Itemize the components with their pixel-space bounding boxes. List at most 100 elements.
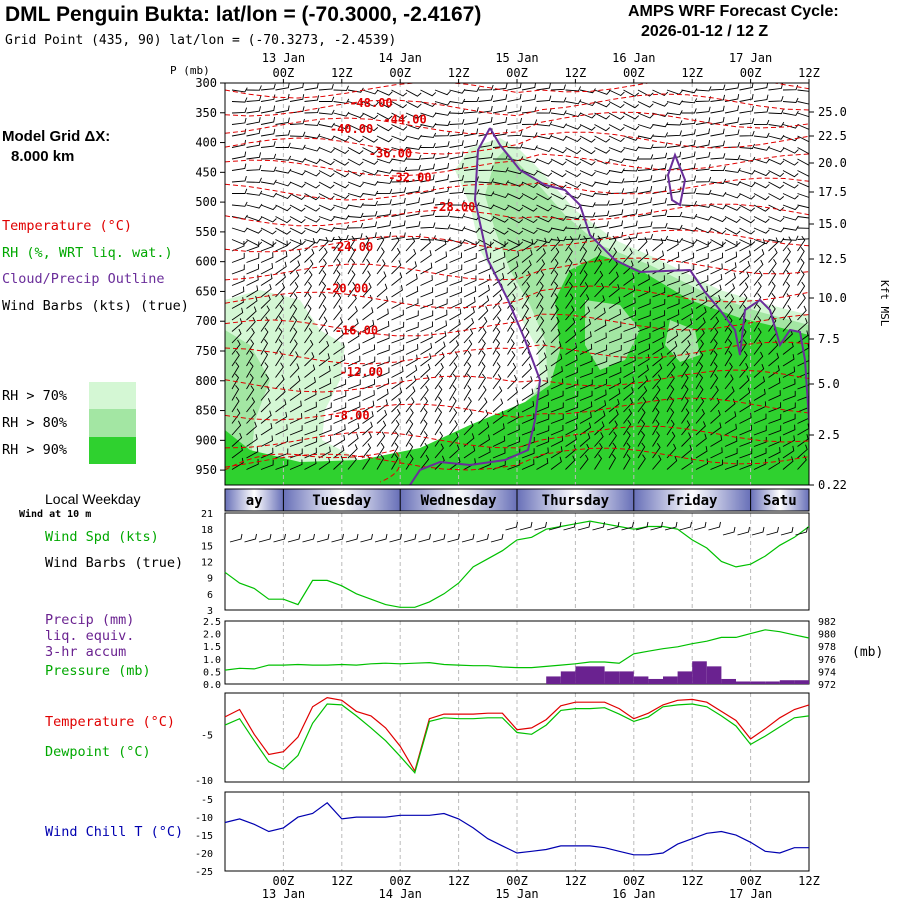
surface-wind-barb: [679, 521, 692, 531]
wind-barb: [420, 209, 436, 217]
kft-tick-label: 17.5: [818, 185, 847, 199]
wind-barb: [231, 408, 241, 424]
wind-barb: [391, 156, 408, 162]
wind-barb: [681, 286, 694, 298]
wind-barb: [652, 431, 660, 447]
wind-barb: [260, 398, 271, 413]
wind-barb: [391, 235, 400, 252]
wind-barb: [608, 232, 624, 240]
wind-barb: [739, 216, 755, 224]
top-hour-label: 12Z: [681, 66, 703, 80]
wind-barb: [391, 124, 408, 131]
temperature-contour-label: -28.00: [432, 200, 475, 214]
wind-barb: [652, 275, 665, 286]
wind-barb: [521, 270, 531, 286]
wind-barb: [333, 434, 346, 447]
wind-barb: [275, 142, 291, 148]
wind-barb: [550, 181, 567, 189]
wind-barb: [492, 105, 508, 114]
wind-barb: [637, 249, 649, 263]
wind-barb: [579, 181, 596, 187]
wind-barb: [623, 236, 632, 252]
wind-barb: [681, 275, 695, 286]
wind-barb: [623, 310, 636, 321]
wind-barb: [478, 397, 488, 413]
temperature-contour: [225, 397, 809, 421]
wind-barb: [681, 252, 695, 263]
wind-speed-label: Wind Spd (kts): [45, 529, 159, 545]
top-hour-label: 00Z: [389, 66, 411, 80]
wind-barb: [434, 162, 450, 171]
bottom-hour-label: 00Z: [740, 874, 762, 888]
wind-barb: [246, 117, 261, 125]
wind-barb: [492, 362, 501, 378]
wind-barb: [797, 395, 809, 401]
wind-barb: [318, 83, 334, 91]
wind-barb: [637, 233, 654, 240]
wind-barb: [579, 258, 588, 275]
wind-barb: [420, 163, 435, 171]
wind-barb: [565, 413, 578, 424]
wind-barb: [681, 264, 695, 275]
wind-barb: [333, 181, 350, 189]
wind-barb: [797, 193, 809, 198]
wind-barb: [579, 318, 592, 332]
wind-barb: [681, 240, 694, 252]
wind-barb: [318, 281, 327, 298]
wind-barb: [246, 409, 256, 424]
wind-barb: [652, 454, 662, 470]
bottom-date-label: 16 Jan: [612, 887, 655, 900]
wind-barb: [666, 396, 675, 413]
wind-barb: [231, 318, 243, 332]
wind-barb: [797, 247, 805, 263]
surface-wind-barb: [751, 526, 765, 536]
wind-barb: [681, 420, 691, 436]
wind-barb: [507, 327, 515, 344]
wind-barb: [304, 293, 312, 309]
wind-barb: [739, 143, 756, 149]
wind-barb: [608, 367, 622, 378]
wind-barb: [463, 107, 479, 114]
wind-barb: [608, 377, 621, 390]
wind-barb: [434, 373, 444, 390]
wind-barb: [724, 239, 741, 247]
surface-wind-barb: [360, 533, 373, 543]
wind-barb: [550, 341, 562, 355]
pressure-axis: 300 350 400 450 500 550 600 650 700 750 800 850 900 9…: [170, 64, 225, 477]
wind-barb: [275, 304, 284, 321]
wind-barb: [579, 294, 590, 309]
wind-barb: [724, 411, 737, 424]
wind-barb: [260, 179, 277, 185]
precip-bar: [736, 681, 751, 684]
wind-barb: [405, 310, 419, 321]
wind-barb: [550, 204, 567, 211]
wind-barb: [246, 106, 261, 114]
top-time-axis: 00Z 12Z 00Z 12Z 00Z 12Z 00Z 12Z 00Z 12Z 13 Jan 14 J…: [262, 51, 820, 83]
wind-barb: [376, 454, 385, 470]
wind-barb: [391, 197, 406, 206]
wind-barb: [550, 390, 564, 401]
wind-barb: [623, 376, 635, 390]
wind-barb: [623, 431, 631, 447]
wind-barb: [405, 354, 418, 367]
wind-barb: [739, 271, 750, 286]
wind-barb: [768, 147, 785, 153]
wind-barb: [405, 286, 419, 298]
wind-barb: [289, 144, 306, 150]
wind-barb: [739, 412, 752, 424]
wind-barb: [637, 431, 646, 447]
forecast-cycle-time: 2026-01-12 / 12 Z: [641, 23, 769, 40]
wind-barb: [362, 200, 378, 206]
wind-barb: [753, 458, 767, 470]
wind-barb: [478, 239, 495, 247]
wind-barb: [739, 459, 753, 470]
wind-barb: [347, 212, 364, 218]
wind-barb: [318, 316, 328, 332]
wind-barb: [666, 298, 680, 309]
wind-barb: [449, 351, 459, 367]
wind-barb: [594, 270, 604, 286]
wind-barb: [246, 350, 254, 367]
wind-barb: [739, 282, 749, 298]
wind-barb: [608, 247, 618, 263]
